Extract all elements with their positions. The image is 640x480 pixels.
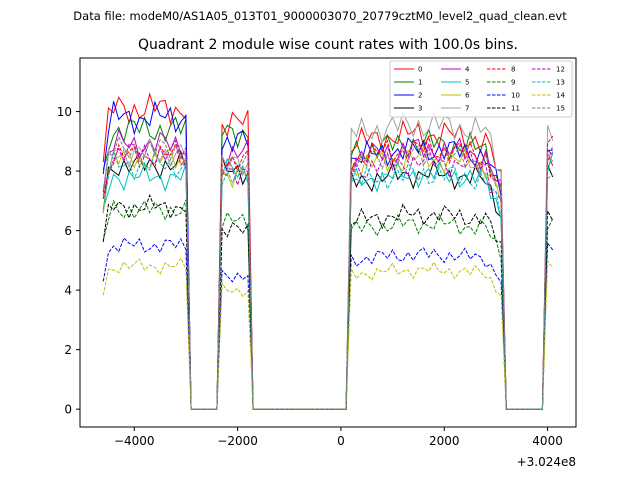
x-tick-label: 2000 (429, 434, 460, 448)
series-line-14 (102, 257, 554, 410)
y-tick-label: 6 (64, 224, 72, 238)
series-line-9 (102, 199, 554, 410)
y-tick-label: 4 (64, 284, 72, 298)
series-line-4 (102, 128, 554, 410)
y-tick-label: 0 (64, 403, 72, 417)
legend-label: 4 (465, 66, 470, 74)
legend-label: 12 (556, 66, 565, 74)
series-line-13 (102, 150, 554, 410)
legend-label: 2 (418, 92, 422, 100)
plot-frame (79, 57, 577, 428)
legend-label: 11 (511, 105, 520, 113)
series-line-10 (102, 237, 554, 410)
legend-label: 6 (465, 92, 470, 100)
legend-label: 1 (418, 79, 422, 87)
legend-label: 10 (511, 92, 520, 100)
x-axis-offset-label: +3.024e8 (517, 455, 576, 469)
plot-lines (102, 92, 554, 410)
series-line-0 (102, 92, 554, 410)
chart-suptitle: Data file: modeM0/AS1A05_013T01_90000030… (73, 9, 567, 23)
legend-label: 9 (511, 79, 515, 87)
legend-label: 13 (556, 79, 565, 87)
legend-label: 15 (556, 105, 565, 113)
x-tick-label: −4000 (114, 434, 155, 448)
legend-box (389, 60, 573, 118)
legend-label: 7 (465, 105, 469, 113)
legend-label: 8 (511, 66, 515, 74)
series-line-15 (102, 135, 554, 410)
x-tick-label: −2000 (217, 434, 258, 448)
y-tick-label: 10 (57, 105, 72, 119)
legend-label: 3 (418, 105, 422, 113)
chart-title: Quadrant 2 module wise count rates with … (138, 37, 518, 53)
legend-label: 14 (556, 92, 565, 100)
series-line-11 (102, 193, 554, 410)
series-line-5 (102, 151, 554, 410)
series-line-7 (102, 111, 554, 410)
series-line-12 (102, 139, 554, 410)
x-tick-label: 0 (337, 434, 345, 448)
y-axis: 0 2 4 6 8 10 (57, 105, 80, 417)
y-tick-label: 2 (64, 343, 72, 357)
legend-label: 5 (465, 79, 469, 87)
legend-label: 0 (418, 66, 422, 74)
x-tick-label: 4000 (532, 434, 563, 448)
y-tick-label: 8 (64, 165, 72, 179)
series-line-3 (102, 149, 554, 410)
x-axis: −4000 −2000 0 2000 4000 (114, 427, 563, 448)
